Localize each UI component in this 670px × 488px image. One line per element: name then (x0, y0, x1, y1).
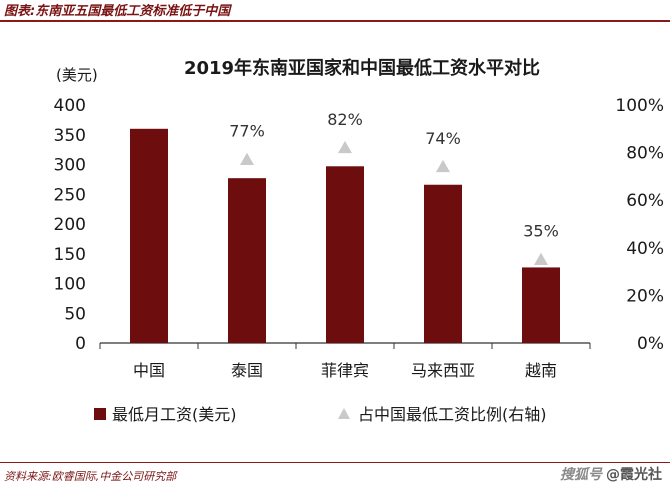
chart-title: 2019年东南亚国家和中国最低工资水平对比 (184, 57, 540, 79)
left-axis-tick-label: 0 (75, 334, 86, 354)
left-axis-tick-label: 50 (64, 304, 86, 324)
ratio-data-label: 77% (229, 122, 265, 141)
category-label: 中国 (133, 361, 165, 380)
bar (424, 184, 462, 343)
left-axis-tick-label: 200 (54, 215, 86, 235)
right-axis-tick-label: 100% (615, 96, 664, 116)
ratio-marker (534, 252, 548, 265)
bar (228, 178, 266, 343)
legend-bar-label: 最低月工资(美元) (112, 405, 237, 424)
right-axis-tick-label: 20% (626, 286, 664, 306)
legend-bar-swatch (94, 408, 106, 420)
category-label: 马来西亚 (411, 361, 475, 380)
left-axis-tick-label: 400 (54, 96, 86, 116)
right-axis-tick-label: 80% (626, 144, 664, 164)
watermark-account: @霞光社 (606, 467, 662, 483)
left-axis-tick-label: 150 (54, 245, 86, 265)
category-label: 泰国 (231, 361, 263, 380)
bar (522, 267, 560, 343)
ratio-marker (436, 159, 450, 173)
left-axis-tick-label: 100 (54, 275, 86, 295)
left-axis-unit: (美元) (56, 66, 98, 84)
top-divider (0, 20, 670, 22)
bar (130, 128, 168, 343)
ratio-marker (338, 140, 352, 154)
legend-marker-swatch (338, 408, 350, 419)
left-axis-tick-label: 300 (54, 156, 86, 176)
category-label: 越南 (525, 361, 557, 380)
source-note: 资料来源:欧睿国际,中金公司研究部 (4, 470, 177, 483)
watermark-logo: 搜狐号 (560, 467, 602, 483)
figure-caption: 图表:东南亚五国最低工资标准低于中国 (4, 4, 231, 19)
ratio-data-label: 82% (327, 110, 363, 129)
right-axis-tick-label: 60% (626, 191, 664, 211)
bottom-divider (0, 462, 670, 463)
category-label: 菲律宾 (321, 361, 369, 380)
legend-marker-label: 占中国最低工资比例(右轴) (358, 405, 547, 424)
ratio-data-label: 35% (523, 222, 559, 241)
ratio-data-label: 74% (425, 129, 461, 148)
ratio-marker (240, 152, 254, 165)
right-axis-tick-label: 0% (637, 334, 664, 354)
right-axis-tick-label: 40% (626, 239, 664, 259)
left-axis-tick-label: 250 (54, 185, 86, 205)
bar (326, 166, 364, 343)
left-axis-tick-label: 350 (54, 126, 86, 146)
watermark: 搜狐号 @霞光社 (560, 464, 662, 484)
